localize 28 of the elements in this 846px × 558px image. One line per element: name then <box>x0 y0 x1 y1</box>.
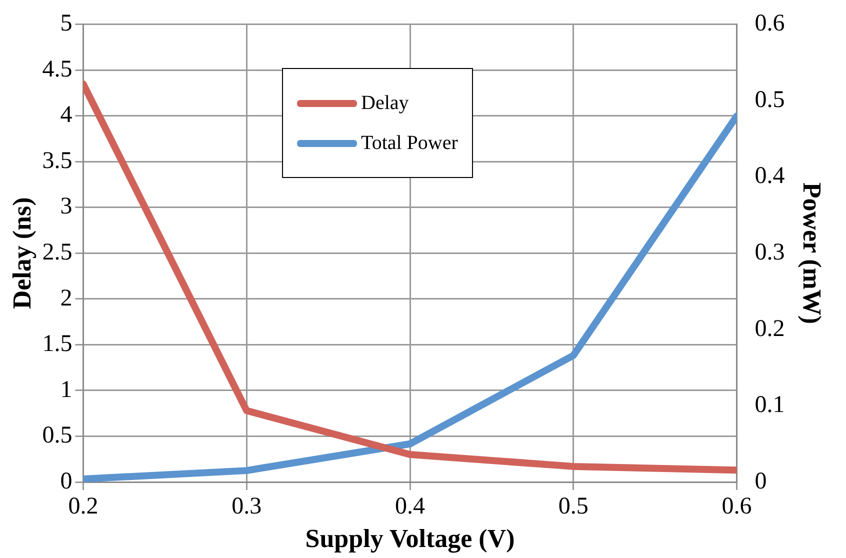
x-tick-label: 0.4 <box>395 494 425 520</box>
y2-tick-label: 0.5 <box>754 86 785 113</box>
x-tick-label: 0.3 <box>232 494 262 520</box>
y-tick-label: 0.5 <box>42 422 72 449</box>
y-tick-label: 5 <box>60 10 72 37</box>
y-tick-label: 1 <box>60 376 72 403</box>
y2-axis-title: Power (mW) <box>798 182 827 324</box>
y-tick-label: 4.5 <box>42 56 72 82</box>
y-axis-title: Delay (ns) <box>7 197 36 310</box>
y-tick-label: 2 <box>60 285 72 312</box>
x-tick-label: 0.5 <box>558 494 588 520</box>
y-tick-label: 1.5 <box>42 331 72 358</box>
y2-tick-label: 0 <box>754 468 767 494</box>
y2-tick-label: 0.3 <box>754 239 785 266</box>
y-tick-label: 4 <box>60 102 72 128</box>
y-tick-label: 0 <box>60 468 72 494</box>
legend-label: Total Power <box>361 132 458 154</box>
y-tick-label: 3.5 <box>42 148 72 174</box>
y-tick-label: 3 <box>60 194 72 220</box>
y2-tick-label: 0.2 <box>754 316 785 342</box>
y-tick-label: 2.5 <box>42 239 72 266</box>
x-axis-title: Supply Voltage (V) <box>305 524 515 554</box>
y2-tick-label: 0.6 <box>754 10 785 37</box>
legend-label: Delay <box>361 92 409 114</box>
y2-tick-label: 0.4 <box>754 163 785 190</box>
x-tick-label: 0.6 <box>722 494 752 520</box>
x-tick-label: 0.2 <box>68 494 98 520</box>
y2-tick-label: 0.1 <box>754 392 785 418</box>
